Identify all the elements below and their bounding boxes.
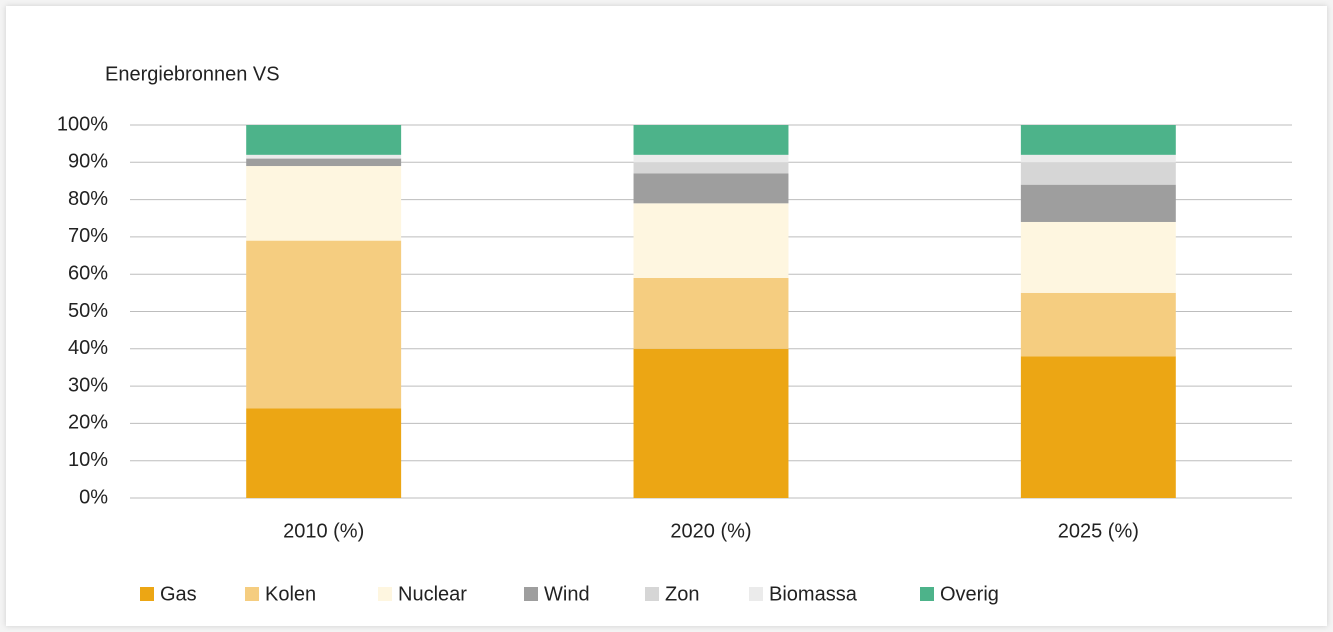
bar-segment	[1020, 162, 1176, 185]
bar-segment	[633, 125, 789, 155]
legend-label: Nuclear	[398, 583, 467, 605]
chart-title: Energiebronnen VS	[105, 63, 280, 85]
x-tick-label: 2010 (%)	[283, 520, 364, 542]
y-tick-label: 70%	[68, 225, 108, 247]
bar-segment	[246, 154, 402, 159]
legend-swatch	[920, 587, 934, 601]
y-tick-label: 40%	[68, 337, 108, 359]
legend-swatch	[749, 587, 763, 601]
bar-segment	[633, 162, 789, 174]
bar-segment	[633, 203, 789, 278]
bar-segment	[1020, 221, 1176, 293]
bar-segment	[633, 154, 789, 163]
y-tick-label: 90%	[68, 151, 108, 173]
x-tick-label: 2020 (%)	[670, 520, 751, 542]
x-tick-label: 2025 (%)	[1058, 520, 1139, 542]
y-tick-label: 0%	[79, 486, 108, 508]
bar-segment	[1020, 356, 1176, 498]
legend-swatch	[245, 587, 259, 601]
legend-swatch	[140, 587, 154, 601]
y-tick-label: 80%	[68, 188, 108, 210]
bar-segment	[246, 408, 402, 498]
bar-segment	[633, 173, 789, 204]
legend-label: Biomassa	[769, 583, 858, 605]
y-tick-label: 30%	[68, 374, 108, 396]
bar-segment	[1020, 154, 1176, 163]
bar-segment	[246, 125, 402, 155]
y-tick-label: 60%	[68, 262, 108, 284]
legend-label: Zon	[665, 583, 699, 605]
bar-segment	[1020, 125, 1176, 155]
y-tick-label: 50%	[68, 300, 108, 322]
y-tick-label: 20%	[68, 412, 108, 434]
legend-label: Gas	[160, 583, 197, 605]
legend-swatch	[524, 587, 538, 601]
y-tick-label: 10%	[68, 449, 108, 471]
legend-label: Wind	[544, 583, 590, 605]
y-tick-label: 100%	[57, 113, 108, 135]
bar-segment	[633, 348, 789, 498]
bar-segment	[1020, 292, 1176, 357]
legend-swatch	[645, 587, 659, 601]
bar-segment	[633, 277, 789, 349]
legend-swatch	[378, 587, 392, 601]
bar-segment	[246, 166, 402, 241]
bar-segment	[1020, 184, 1176, 222]
legend-label: Overig	[940, 583, 999, 605]
bar-segment	[246, 158, 402, 167]
bar-segment	[246, 240, 402, 409]
legend-label: Kolen	[265, 583, 316, 605]
